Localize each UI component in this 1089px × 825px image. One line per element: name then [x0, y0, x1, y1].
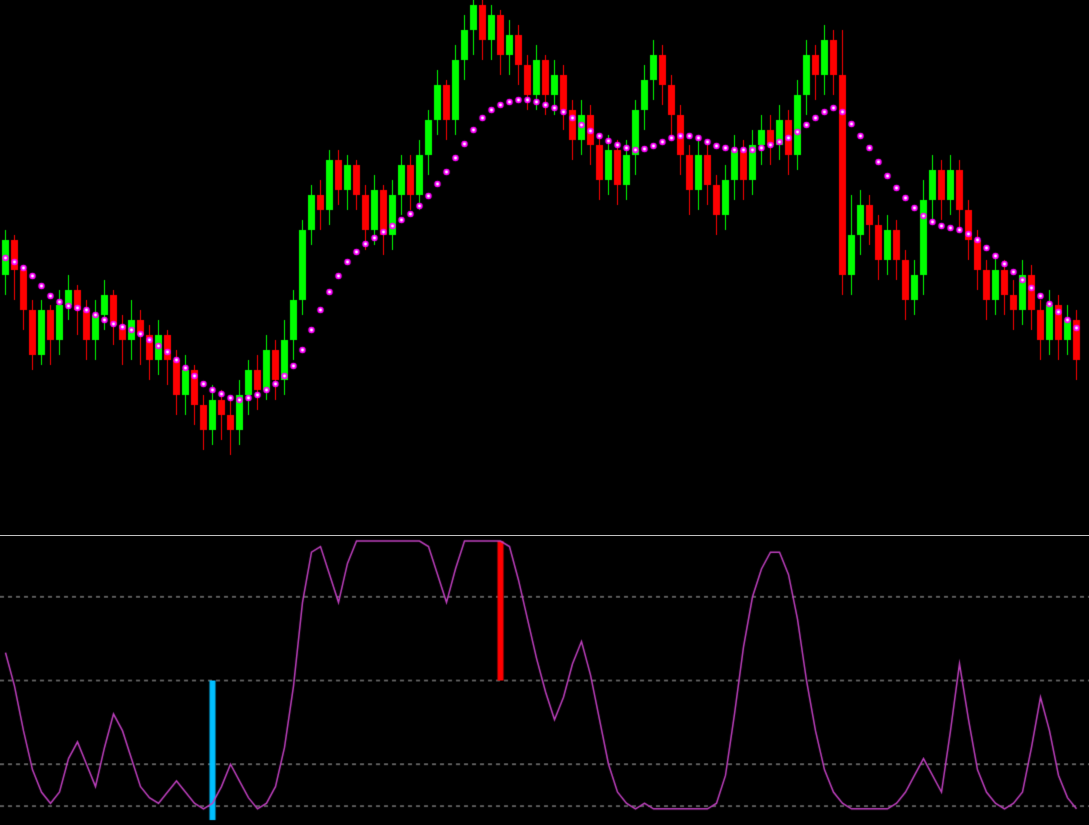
oscillator-indicator-chart[interactable] — [0, 535, 1089, 825]
price-candlestick-chart[interactable] — [0, 0, 1089, 535]
